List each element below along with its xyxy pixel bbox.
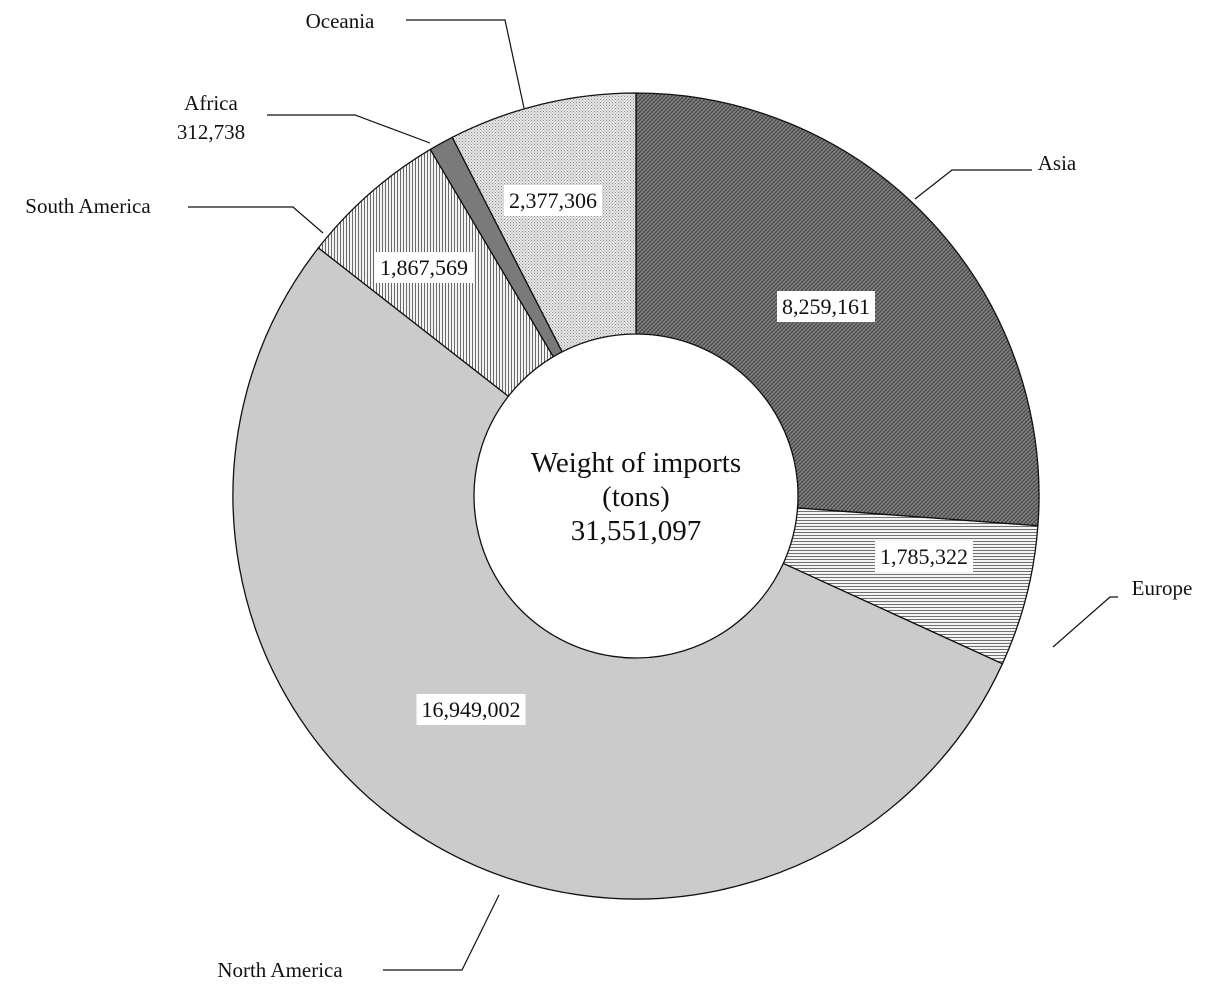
leader-line-europe <box>1053 597 1118 647</box>
center-label-line-3: 31,551,097 <box>571 515 702 547</box>
value-label-oceania: 2,377,306 <box>509 188 597 213</box>
value-label-africa: 312,738 <box>177 120 245 144</box>
center-label-group: Weight of imports(tons)31,551,097 <box>531 447 741 547</box>
category-label-south-america: South America <box>25 194 151 218</box>
leader-line-south-america <box>188 207 323 233</box>
leader-line-asia <box>915 170 1032 199</box>
leader-line-north-america <box>383 895 499 970</box>
value-label-group-north-america: 16,949,002 <box>417 694 526 725</box>
center-label-line-2: (tons) <box>602 481 670 513</box>
category-label-europe: Europe <box>1132 576 1193 600</box>
value-label-group-asia: 8,259,161 <box>777 291 875 322</box>
value-label-south-america: 1,867,569 <box>380 255 468 280</box>
value-label-group-south-america: 1,867,569 <box>375 252 473 283</box>
value-label-europe: 1,785,322 <box>880 544 968 569</box>
value-label-north-america: 16,949,002 <box>422 697 521 722</box>
category-label-africa: Africa <box>184 91 238 115</box>
category-label-north-america: North America <box>217 958 343 982</box>
category-label-asia: Asia <box>1038 151 1077 175</box>
value-label-asia: 8,259,161 <box>782 294 870 319</box>
category-label-oceania: Oceania <box>306 9 375 33</box>
value-label-group-oceania: 2,377,306 <box>504 185 602 216</box>
leader-line-oceania <box>406 20 524 108</box>
leader-line-africa <box>267 115 430 143</box>
value-label-group-europe: 1,785,322 <box>875 541 973 572</box>
center-label-line-1: Weight of imports <box>531 447 741 479</box>
